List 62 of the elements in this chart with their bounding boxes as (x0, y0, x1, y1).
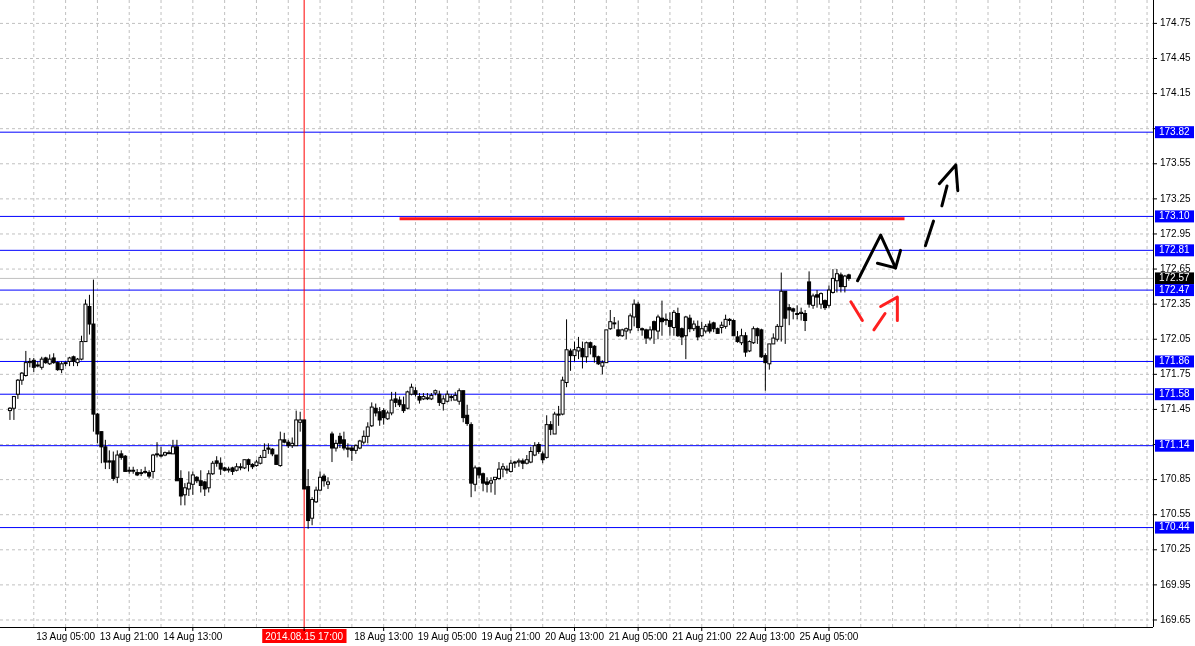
y-tick-label: 170.55 (1160, 508, 1192, 520)
x-tick-label: 14 Aug 13:00 (163, 631, 223, 642)
x-tick-label: 13 Aug 05:00 (36, 631, 96, 642)
ref-line-label: 173.82 (1159, 125, 1191, 137)
y-tick-label: 172.65 (1160, 262, 1192, 274)
candlestick (326, 476, 331, 490)
y-tick-label: 174.15 (1160, 87, 1192, 99)
x-tick-label: 2014.08.15 17:00 (265, 631, 344, 642)
y-tick-label: 173.25 (1160, 192, 1192, 204)
candlestick (659, 300, 664, 337)
ref-line-label: 171.58 (1159, 387, 1191, 399)
x-tick-label: 18 Aug 13:00 (354, 631, 414, 642)
x-tick-label: 13 Aug 21:00 (99, 631, 160, 642)
candlestick (377, 406, 382, 427)
candlestick (834, 268, 839, 293)
candlestick (139, 468, 144, 477)
candlestick (329, 431, 334, 463)
y-tick-label: 171.75 (1160, 367, 1192, 379)
x-tick-label: 19 Aug 05:00 (417, 631, 478, 642)
y-tick-label: 173.55 (1160, 157, 1192, 169)
candlestick (337, 432, 342, 449)
candlestick (111, 451, 116, 482)
candlestick (667, 311, 672, 337)
y-tick-label: 169.65 (1160, 613, 1192, 625)
candlestick (803, 309, 808, 332)
y-tick-label: 174.75 (1160, 17, 1192, 29)
y-tick-label: 172.35 (1160, 297, 1192, 309)
y-tick-label: 172.05 (1160, 332, 1192, 344)
candlestick (485, 476, 490, 493)
x-tick-label: 25 Aug 05:00 (799, 631, 859, 642)
y-tick-label: 174.45 (1160, 52, 1192, 64)
ref-line-label: 170.44 (1159, 521, 1191, 533)
ref-line-label: 171.14 (1159, 439, 1191, 451)
ref-line-label: 171.86 (1159, 355, 1191, 367)
candlestick (838, 272, 843, 293)
candlestick (489, 476, 494, 493)
y-tick-label: 172.95 (1160, 227, 1192, 239)
ref-line-label: 172.57 (1159, 272, 1191, 284)
candlestick (504, 465, 509, 475)
candlestick (349, 445, 354, 462)
y-tick-label: 169.95 (1160, 578, 1192, 590)
ref-line-label: 173.10 (1159, 210, 1191, 222)
candlestick (190, 470, 195, 496)
x-tick-label: 21 Aug 05:00 (608, 631, 669, 642)
ref-line-label: 172.81 (1159, 243, 1191, 255)
x-tick-label: 21 Aug 21:00 (672, 631, 732, 642)
candlestick (512, 460, 517, 469)
candlestick (322, 473, 327, 488)
x-tick-label: 22 Aug 13:00 (735, 631, 796, 642)
y-tick-label: 170.25 (1160, 543, 1192, 555)
candlestick (671, 309, 676, 337)
candlestick (636, 301, 641, 332)
y-tick-label: 171.45 (1160, 403, 1192, 415)
x-tick-label: 20 Aug 13:00 (545, 631, 605, 642)
y-tick-label: 170.85 (1160, 473, 1192, 485)
x-tick-label: 19 Aug 21:00 (481, 631, 541, 642)
candlestick (389, 391, 394, 416)
candlestick (516, 458, 521, 468)
candlestick (500, 462, 505, 478)
ref-line-label: 172.47 (1159, 283, 1191, 295)
candlestick (143, 466, 148, 475)
candlestick (675, 307, 680, 338)
